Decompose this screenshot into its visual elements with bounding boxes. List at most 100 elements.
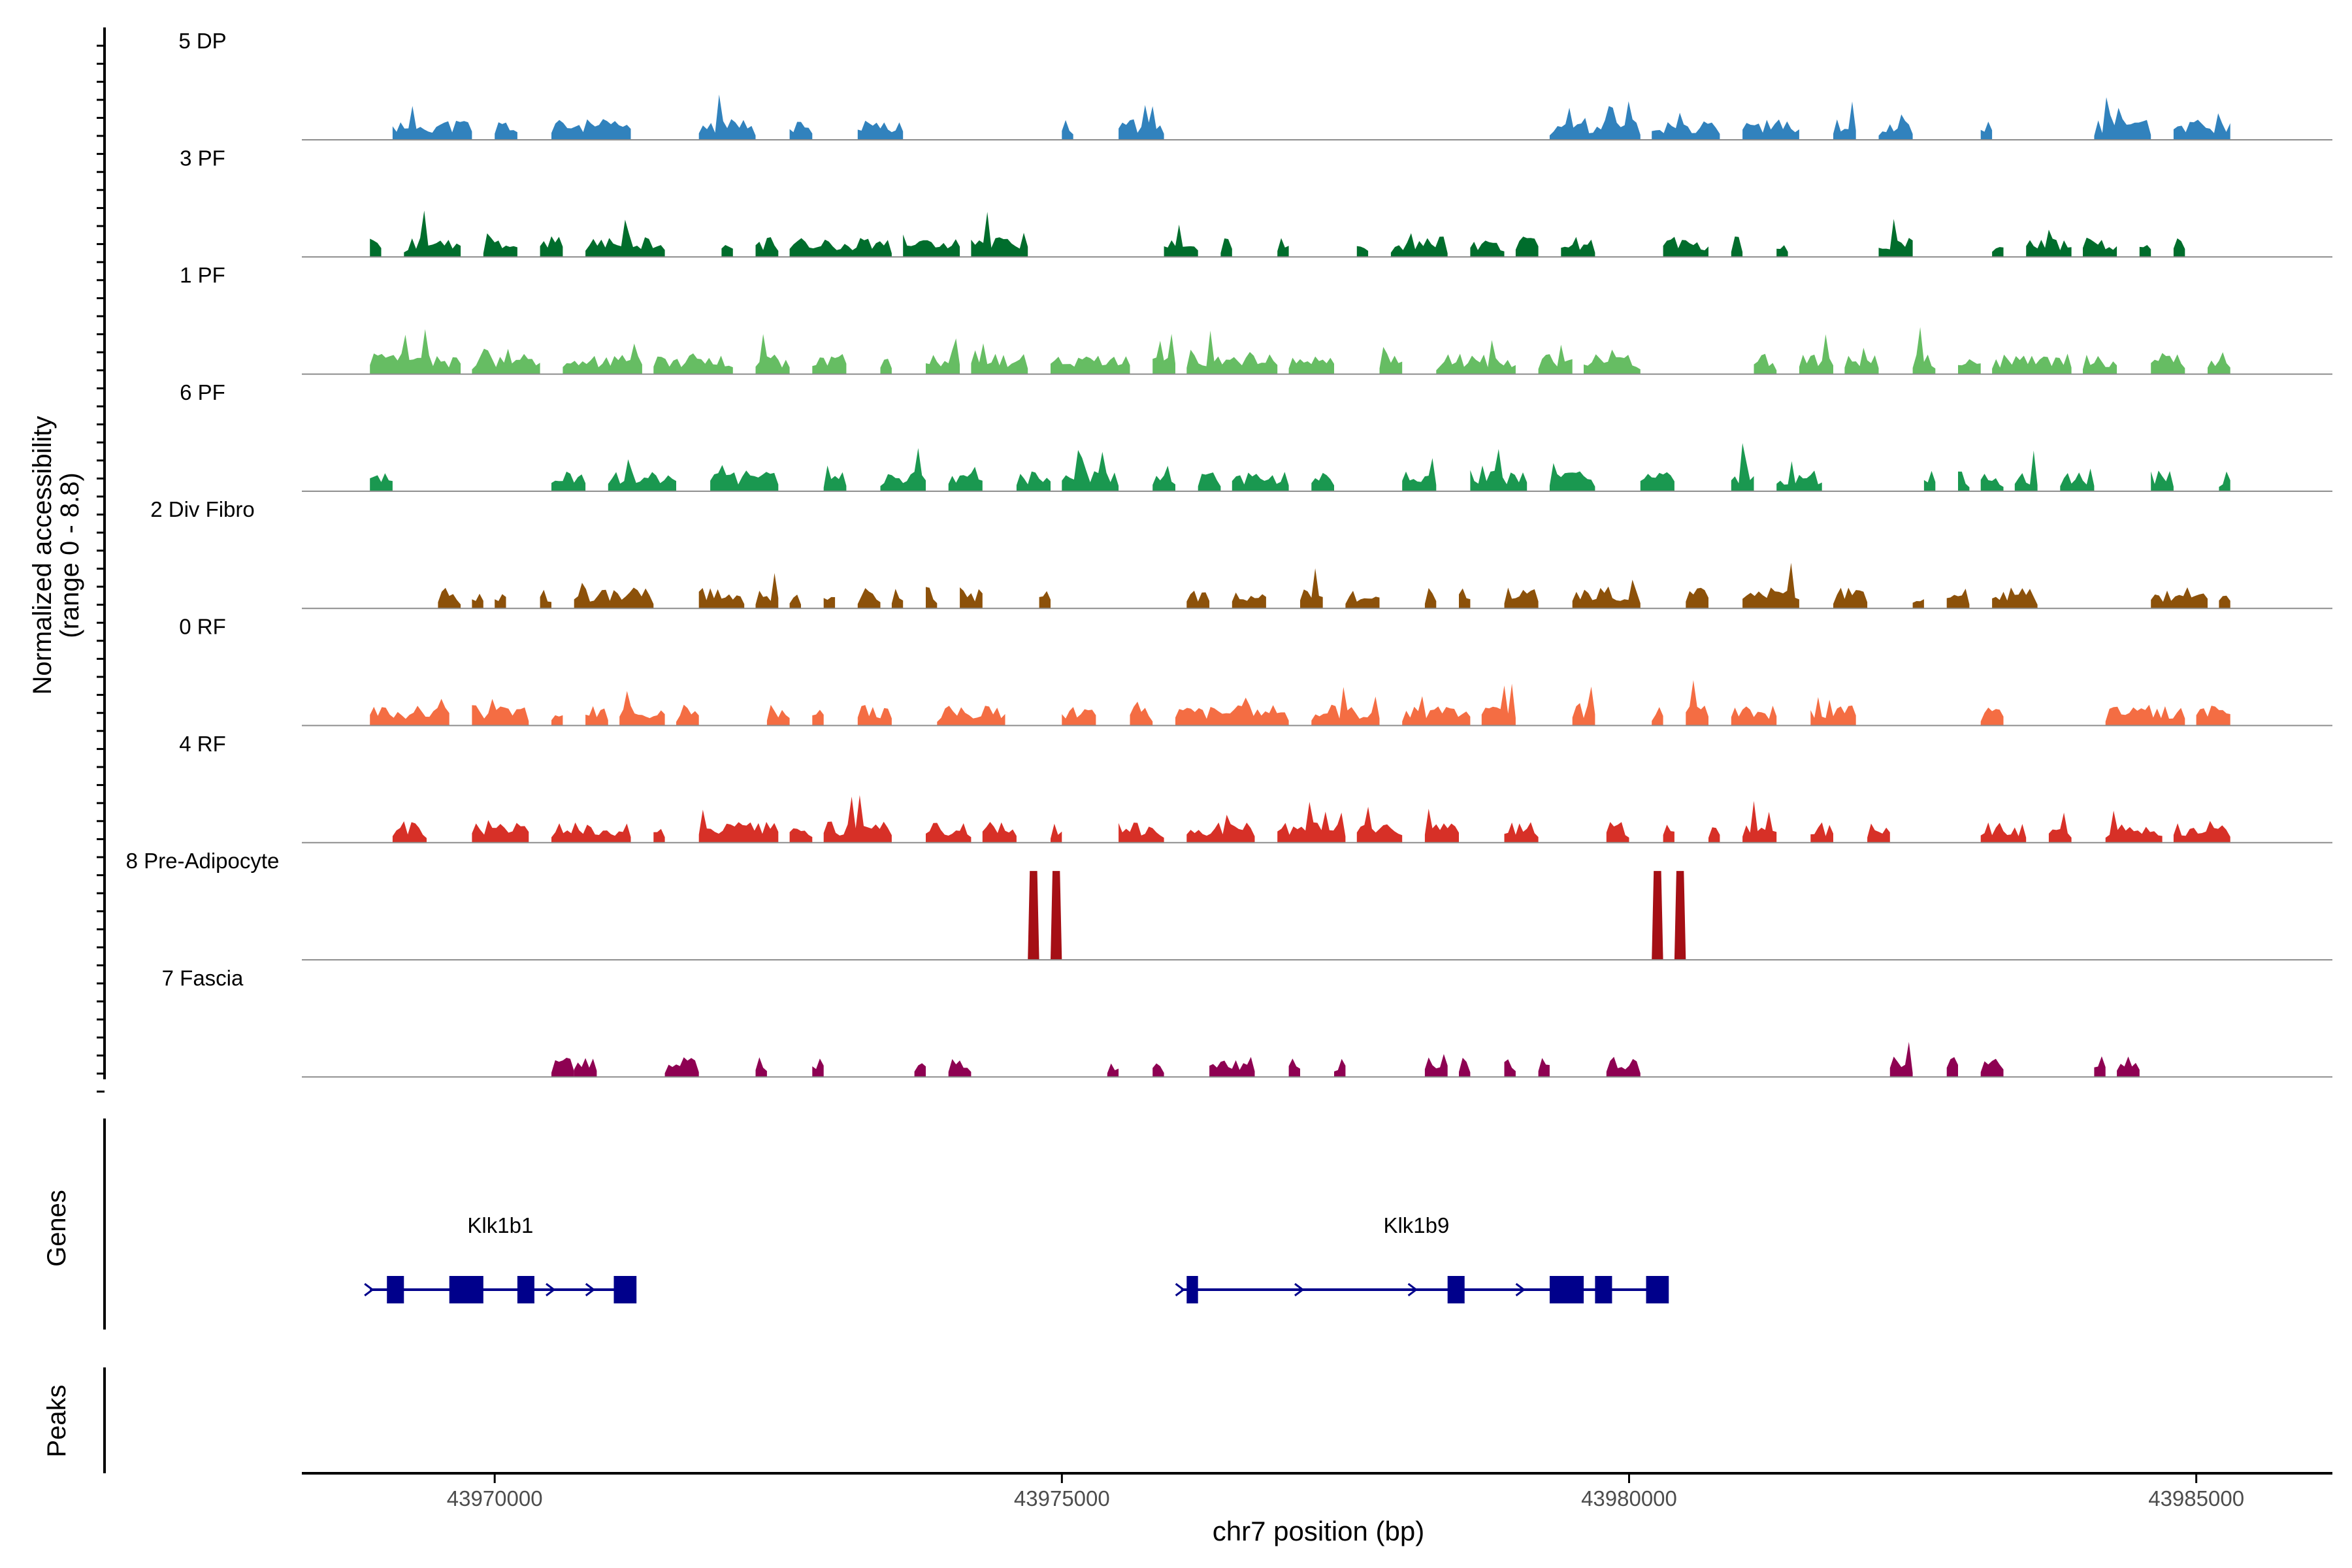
coverage-peak <box>1288 1058 1300 1077</box>
coverage-peak <box>2173 821 2230 843</box>
coverage-peak <box>812 710 824 726</box>
coverage-peak <box>1379 347 1403 374</box>
track-7-fascia: 7 Fascia <box>162 966 2332 1078</box>
track-2-div-fibro: 2 Div Fibro <box>150 497 2332 610</box>
coverage-peak <box>2117 1056 2140 1077</box>
track-label: 8 Pre-Adipocyte <box>126 849 280 873</box>
coverage-peak <box>574 583 654 609</box>
track-5-dp: 5 DP <box>178 29 2332 140</box>
track-3-pf: 3 PF <box>180 146 2332 258</box>
coverage-peak <box>551 119 631 140</box>
coverage-peak <box>1515 237 1539 257</box>
coverage-peak <box>1980 822 2027 843</box>
coverage-peak <box>1878 219 1913 257</box>
coverage-peak <box>1742 563 1799 609</box>
coverage-peak <box>948 1059 972 1077</box>
coverage-peak <box>392 106 472 140</box>
gene-klk1b1: Klk1b1 <box>364 1213 637 1303</box>
coverage-peak <box>1186 591 1210 609</box>
track-1-pf: 1 PF <box>180 263 2332 375</box>
coverage-peak <box>1481 683 1516 726</box>
coverage-peak <box>2105 704 2185 726</box>
coverage-peak <box>755 1057 767 1077</box>
x-axis-label: chr7 position (bp) <box>1213 1516 1425 1546</box>
coverage-peak <box>903 234 960 257</box>
coverage-peak <box>370 473 393 491</box>
coverage-peak <box>1130 702 1153 726</box>
coverage-peak <box>2026 229 2072 257</box>
coverage-peak <box>653 353 733 374</box>
y-axis-label-range: (range 0 - 8.8) <box>56 472 84 638</box>
coverage-peak <box>982 822 1017 843</box>
coverage-peak <box>472 348 540 374</box>
coverage-peak <box>823 795 892 843</box>
track-4-rf: 4 RF <box>179 732 2332 843</box>
coverage-peak <box>1640 472 1674 491</box>
coverage-peak <box>551 471 586 491</box>
coverage-peak <box>1470 240 1505 257</box>
coverage-peak <box>1731 237 1743 257</box>
coverage-peak <box>1742 119 1799 140</box>
gene-name: Klk1b1 <box>467 1213 533 1237</box>
exon <box>449 1276 483 1303</box>
coverage-peak <box>926 587 938 609</box>
exon <box>613 1276 637 1303</box>
coverage-peak <box>540 589 551 609</box>
coverage-peak <box>2196 706 2230 726</box>
coverage-peak <box>1152 465 1175 491</box>
coverage-peak <box>1051 871 1062 960</box>
coverage-peak <box>1062 449 1119 491</box>
coverage-peak <box>1459 1058 1471 1077</box>
coverage-peak <box>1164 224 1198 257</box>
track-0-rf: 0 RF <box>179 615 2332 727</box>
coverage-peak <box>2151 587 2208 609</box>
coverage-peak <box>2083 237 2117 257</box>
coverage-peak <box>1708 827 1720 843</box>
coverage-peak <box>948 466 983 491</box>
coverage-peak <box>1958 359 1981 374</box>
coverage-peak <box>1674 871 1686 960</box>
coverage-peak <box>766 704 790 726</box>
coverage-peak <box>1980 474 2004 491</box>
coverage-peak <box>1946 1057 1958 1077</box>
coverage-peak <box>1152 334 1175 374</box>
coverage-peak <box>1833 587 1868 609</box>
coverage-peak <box>1538 344 1573 374</box>
coverage-peak <box>971 212 1028 257</box>
coverage-peak <box>2151 353 2185 374</box>
peaks-label: Peaks <box>42 1384 71 1457</box>
coverage-peak <box>2083 355 2117 374</box>
coverage-peak <box>472 698 529 726</box>
coverage-peak <box>755 334 790 374</box>
coverage-peak <box>960 587 983 609</box>
coverage-peak <box>540 236 563 257</box>
strand-arrow <box>364 1282 374 1297</box>
strand-arrow <box>1515 1282 1526 1297</box>
coverage-peak <box>574 1058 597 1077</box>
coverage-peak <box>1436 340 1516 374</box>
coverage-peak <box>880 359 892 374</box>
coverage-peak <box>721 245 733 257</box>
coverage-peak <box>1062 120 1073 140</box>
coverage-peak <box>1538 1058 1550 1077</box>
coverage-peak <box>1504 587 1539 609</box>
coverage-peak <box>2208 352 2230 374</box>
coverage-peak <box>1992 247 2004 257</box>
coverage-peak <box>1051 355 1130 374</box>
coverage-peak <box>1039 591 1051 609</box>
coverage-peak <box>1232 472 1289 491</box>
coverage-peak <box>1686 587 1708 609</box>
coverage-peak <box>2094 1056 2106 1077</box>
coverage-peak <box>2219 471 2230 491</box>
strand-arrow <box>1294 1282 1305 1297</box>
coverage-peak <box>926 338 960 374</box>
coverage-peak <box>1912 327 1936 374</box>
exon <box>1549 1276 1584 1303</box>
strand-arrow <box>546 1282 556 1297</box>
coverage-peak <box>1016 471 1051 491</box>
track-label: 2 Div Fibro <box>150 497 255 521</box>
coverage-peak <box>823 596 836 609</box>
x-axis: 43970000 43975000 43980000 43985000 <box>302 1472 2332 1511</box>
coverage-peak <box>1198 472 1221 491</box>
